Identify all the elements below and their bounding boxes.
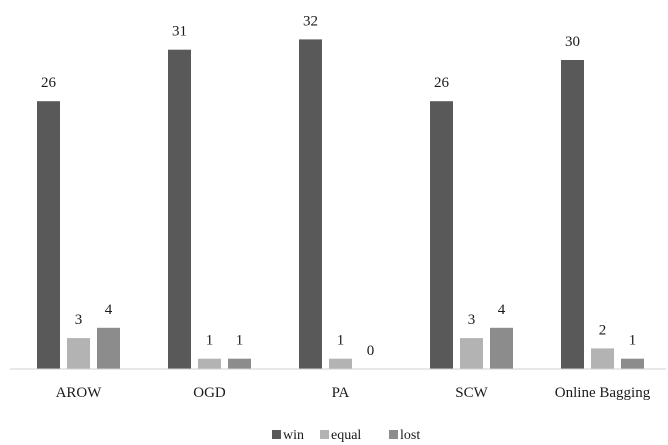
category-label-arow: AROW <box>56 385 103 401</box>
data-label-pa-lost: 0 <box>367 343 375 359</box>
bar-pa-equal <box>329 358 352 369</box>
bar-scw-equal <box>460 338 483 369</box>
bar-arow-lost <box>97 327 120 369</box>
data-label-pa-equal: 1 <box>337 333 345 349</box>
category-labels: AROW OGD PA SCW Online Bagging <box>56 385 651 401</box>
bar-scw-win <box>430 101 453 369</box>
data-label-pa-win: 32 <box>303 13 318 29</box>
bar-pa-win <box>299 39 322 370</box>
category-label-online-bagging: Online Bagging <box>555 385 651 401</box>
data-label-online-bagging-equal: 2 <box>599 322 607 338</box>
legend-label-lost: lost <box>400 428 420 443</box>
category-label-scw: SCW <box>455 385 488 401</box>
legend: win equal lost <box>272 428 420 443</box>
bar-scw-lost <box>490 327 513 369</box>
data-label-ogd-equal: 1 <box>206 333 214 349</box>
data-label-ogd-lost: 1 <box>236 333 244 349</box>
bars-group: 26 3 4 31 1 1 32 1 0 26 3 4 30 2 1 <box>37 13 644 370</box>
bar-online-bagging-lost <box>621 358 644 369</box>
data-label-scw-win: 26 <box>434 75 450 91</box>
data-label-scw-lost: 4 <box>498 302 506 318</box>
bar-arow-win <box>37 101 60 369</box>
legend-swatch-equal <box>320 430 329 439</box>
data-label-ogd-win: 31 <box>172 24 187 40</box>
bar-online-bagging-win <box>561 60 584 369</box>
category-label-pa: PA <box>332 385 350 401</box>
bar-online-bagging-equal <box>591 348 614 369</box>
bar-ogd-win <box>168 49 191 369</box>
bar-ogd-lost <box>228 358 251 369</box>
data-label-arow-win: 26 <box>41 75 57 91</box>
data-label-arow-lost: 4 <box>105 302 113 318</box>
legend-swatch-win <box>272 430 281 439</box>
data-label-scw-equal: 3 <box>468 312 476 328</box>
data-label-online-bagging-win: 30 <box>565 34 580 50</box>
legend-label-win: win <box>283 428 304 443</box>
bar-ogd-equal <box>198 358 221 369</box>
data-label-arow-equal: 3 <box>75 312 83 328</box>
legend-label-equal: equal <box>331 428 361 443</box>
data-label-online-bagging-lost: 1 <box>629 333 637 349</box>
bar-arow-equal <box>67 338 90 369</box>
category-label-ogd: OGD <box>193 385 226 401</box>
legend-swatch-lost <box>389 430 398 439</box>
